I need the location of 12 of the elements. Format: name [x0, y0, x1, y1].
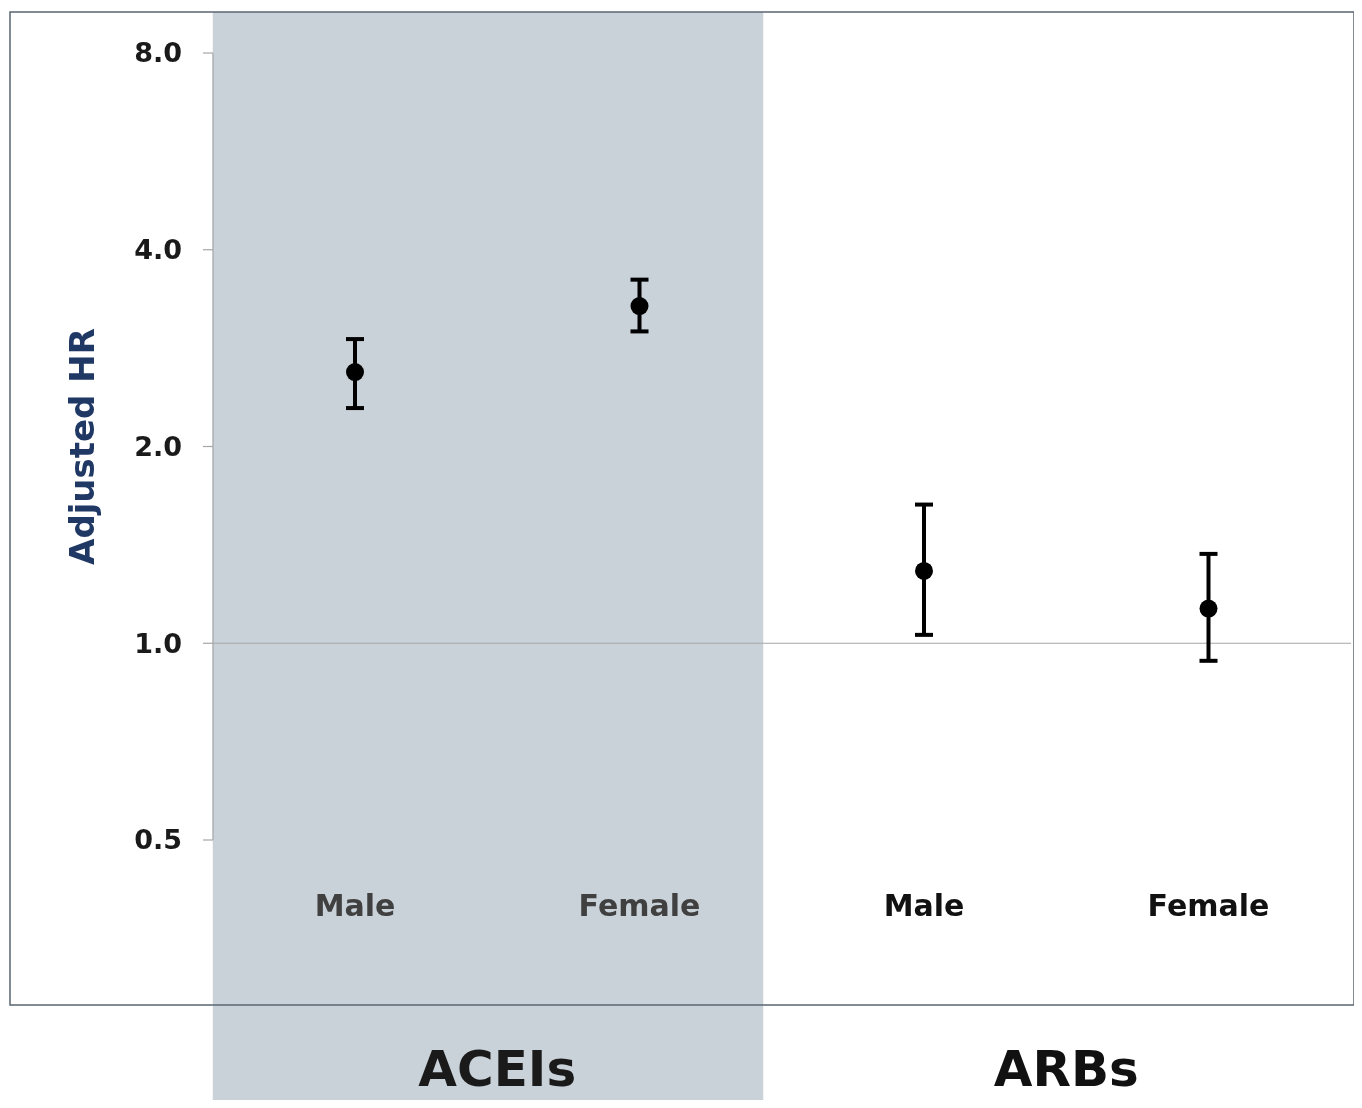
x-tick-label: Female: [578, 887, 701, 923]
y-tick-label: 1.0: [134, 627, 182, 659]
y-tick-label: 0.5: [134, 824, 182, 856]
x-tick-label: Male: [883, 887, 965, 923]
band-label: ACEIs: [418, 1040, 577, 1098]
text: ARBs: [993, 1040, 1139, 1098]
y-axis-title: Adjusted HR: [62, 328, 102, 565]
x-tick-label: Male: [314, 887, 396, 923]
y-tick-label: 4.0: [134, 234, 182, 266]
y-tick-label: 8.0: [134, 37, 182, 69]
y-tick-label: 2.0: [134, 430, 182, 462]
x-tick-label: Female: [1147, 887, 1270, 923]
